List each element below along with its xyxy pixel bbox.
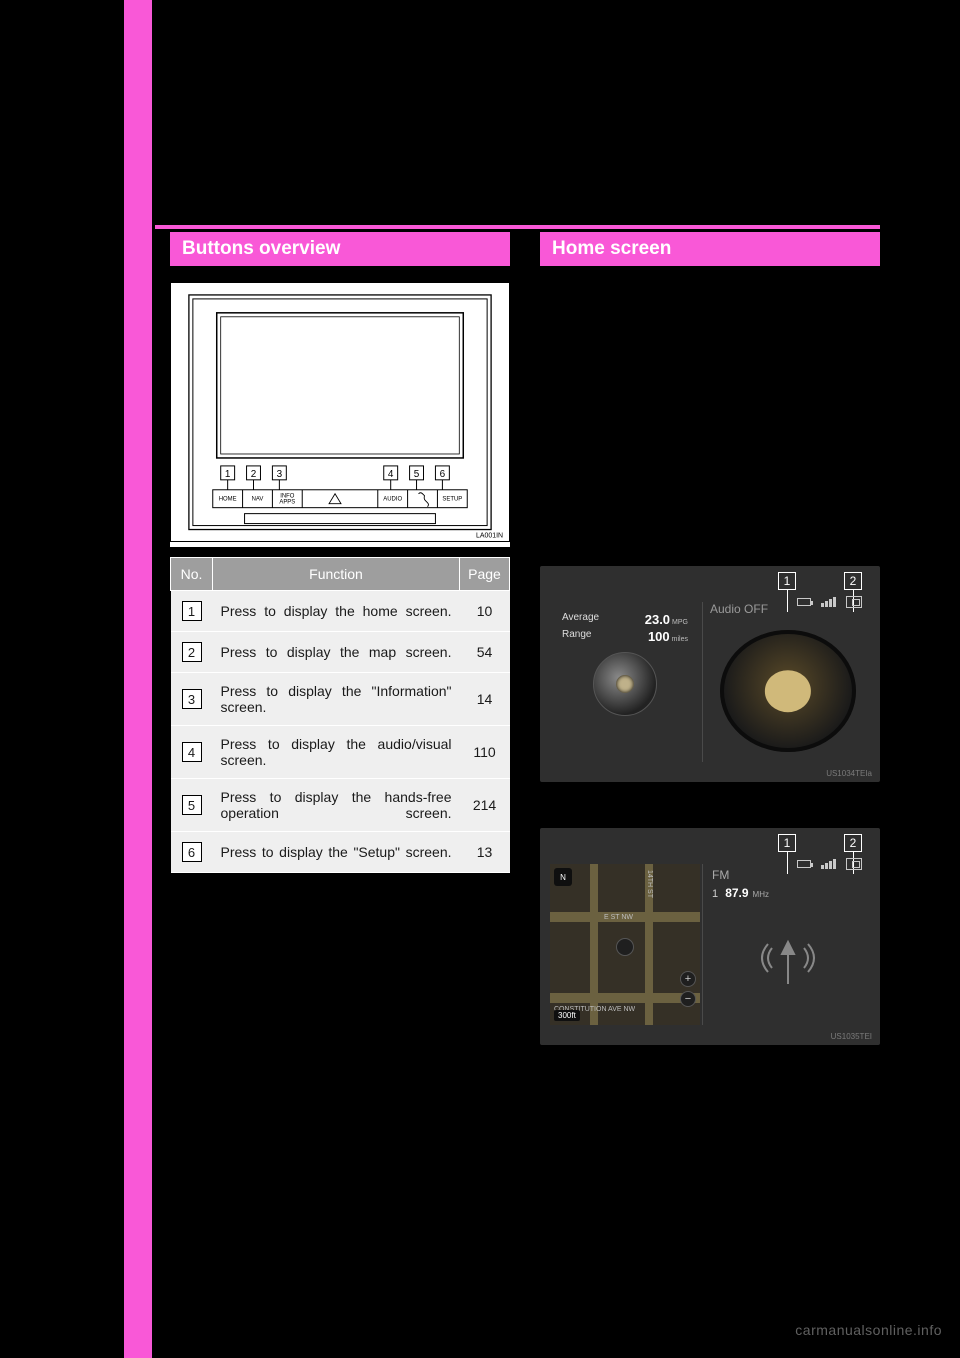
- table-row: 4 Press to display the audio/visual scre…: [171, 726, 510, 779]
- device-slot: [245, 514, 436, 524]
- device-image-tag: LA001IN: [476, 532, 503, 539]
- vertical-divider: [702, 864, 703, 1024]
- range-label: Range: [562, 629, 591, 644]
- row-func: Press to display the map screen.: [213, 632, 460, 673]
- th-function: Function: [213, 558, 460, 591]
- table-row: 3 Press to display the "Information" scr…: [171, 673, 510, 726]
- table-row: 1 Press to display the home screen. 10: [171, 591, 510, 632]
- row-page: 214: [460, 779, 510, 832]
- svg-text:6: 6: [440, 469, 446, 480]
- left-accent-bar: [124, 0, 152, 1358]
- row-num-icon: 5: [182, 795, 202, 815]
- row-num-icon: 2: [182, 642, 202, 662]
- svg-text:5: 5: [414, 469, 420, 480]
- gauge-icon: [593, 652, 657, 716]
- radio-band: FM: [712, 868, 866, 882]
- avg-unit: MPG: [672, 619, 688, 626]
- street-label: E ST NW: [604, 914, 633, 921]
- battery-icon: [797, 860, 811, 868]
- row-page: 14: [460, 673, 510, 726]
- image-tag: US1034TEIa: [826, 769, 872, 778]
- spacer: [540, 276, 880, 556]
- range-unit: miles: [672, 636, 688, 643]
- avg-label: Average: [562, 612, 599, 627]
- vertical-divider: [702, 602, 703, 762]
- callout-box: 2: [844, 834, 862, 852]
- device-btn-home: HOME: [219, 497, 237, 503]
- compass-icon: N: [554, 868, 572, 886]
- row-func: Press to display the audio/visual screen…: [213, 726, 460, 779]
- device-btn-audio: AUDIO: [383, 497, 402, 503]
- device-btn-setup: SETUP: [442, 497, 462, 503]
- preset-num: 1: [712, 888, 718, 900]
- table-row: 5 Press to display the hands-free operat…: [171, 779, 510, 832]
- antenna-icon: [758, 934, 818, 994]
- street-label: 14TH ST: [646, 870, 653, 898]
- image-tag: US1035TEI: [831, 1032, 872, 1041]
- th-no: No.: [171, 558, 213, 591]
- row-page: 10: [460, 591, 510, 632]
- section-header-buttons-overview: Buttons overview: [170, 232, 510, 266]
- spacer: [540, 792, 880, 818]
- row-num-icon: 1: [182, 601, 202, 621]
- device-btn-info: INFOAPPS: [279, 494, 295, 506]
- right-column: Home screen 1 2 Average 23.0MPG Range 100m…: [540, 232, 880, 1292]
- callout-box: 1: [778, 834, 796, 852]
- callout-box: 2: [844, 572, 862, 590]
- row-func: Press to display the hands-free operatio…: [213, 779, 460, 832]
- row-num-icon: 6: [182, 842, 202, 862]
- device-diagram: 1 2 3 4 5 6 HOME NAV: [170, 282, 510, 547]
- callout-box: 1: [778, 572, 796, 590]
- zoom-controls: +−: [680, 971, 696, 1007]
- zoom-in-icon: +: [680, 971, 696, 987]
- table-row: 2 Press to display the map screen. 54: [171, 632, 510, 673]
- freq-unit: MHz: [753, 890, 769, 899]
- vehicle-marker-icon: [616, 938, 634, 956]
- freq-value: 87.9: [725, 886, 748, 900]
- map-scale: 300ft: [554, 1010, 580, 1021]
- avg-value: 23.0: [645, 612, 670, 627]
- row-func: Press to display the "Setup" screen.: [213, 832, 460, 873]
- row-func: Press to display the home screen.: [213, 591, 460, 632]
- row-func: Press to display the "Information" scree…: [213, 673, 460, 726]
- content-columns: Buttons overview 1 2 3 4 5 6: [170, 232, 880, 1292]
- radio-panel: FM 1 87.9 MHz: [712, 868, 866, 1024]
- row-page: 110: [460, 726, 510, 779]
- audio-off-label: Audio OFF: [710, 602, 866, 616]
- left-column: Buttons overview 1 2 3 4 5 6: [170, 232, 510, 1292]
- home-screen-shot-1: 1 2 Average 23.0MPG Range 100miles Audio O…: [540, 566, 880, 782]
- row-page: 13: [460, 832, 510, 873]
- speaker-icon: [720, 630, 856, 752]
- section-header-home-screen: Home screen: [540, 232, 880, 266]
- map-panel: N 14TH ST E ST NW CONSTITUTION AVE NW +−…: [550, 864, 700, 1024]
- radio-freq: 1 87.9 MHz: [712, 886, 866, 900]
- buttons-function-table: No. Function Page 1 Press to display the…: [170, 557, 510, 873]
- device-svg: 1 2 3 4 5 6 HOME NAV: [170, 282, 510, 542]
- zoom-out-icon: −: [680, 991, 696, 1007]
- home-screen-shot-2: 1 2 N 14TH ST E ST NW CONSTITUTION AVE N…: [540, 828, 880, 1044]
- svg-text:4: 4: [388, 469, 394, 480]
- svg-text:2: 2: [251, 469, 257, 480]
- top-accent-strip: [155, 225, 880, 229]
- watermark: carmanualsonline.info: [795, 1322, 942, 1338]
- row-num-icon: 3: [182, 689, 202, 709]
- svg-text:3: 3: [277, 469, 283, 480]
- th-page: Page: [460, 558, 510, 591]
- device-button-row: HOME NAV INFOAPPS AUDIO SETUP: [213, 490, 467, 508]
- audio-panel: Audio OFF: [710, 602, 866, 762]
- svg-text:1: 1: [225, 469, 231, 480]
- device-btn-nav: NAV: [252, 497, 264, 503]
- row-num-icon: 4: [182, 742, 202, 762]
- table-row: 6 Press to display the "Setup" screen. 1…: [171, 832, 510, 873]
- range-value: 100: [648, 629, 670, 644]
- fuel-panel: Average 23.0MPG Range 100miles: [562, 610, 688, 716]
- row-page: 54: [460, 632, 510, 673]
